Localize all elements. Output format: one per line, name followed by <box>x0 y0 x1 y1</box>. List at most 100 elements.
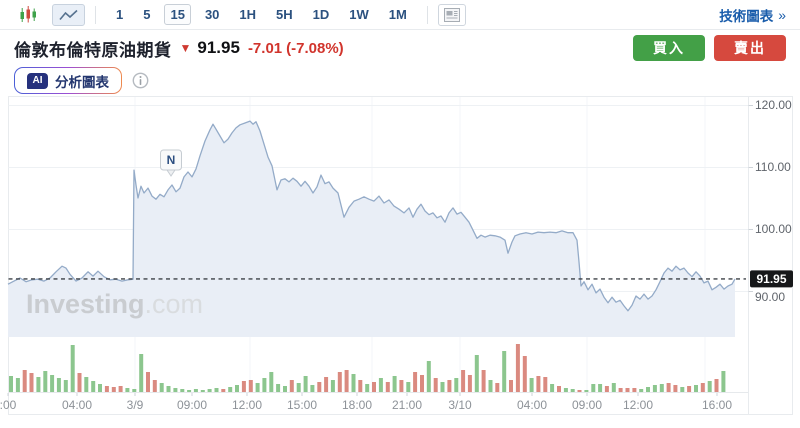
toolbar-divider <box>426 5 428 24</box>
volume-bar <box>104 386 109 392</box>
line-chart-button[interactable] <box>52 3 85 26</box>
timeframe-5[interactable]: 5 <box>137 4 156 25</box>
volume-bar <box>509 380 513 392</box>
volume-bar <box>22 370 27 392</box>
volume-bar <box>276 384 281 392</box>
volume-bar <box>269 372 274 392</box>
volume-bar <box>63 380 68 392</box>
volume-bar <box>604 386 609 392</box>
volume-bar <box>474 355 479 392</box>
volume-bar <box>721 371 726 392</box>
instrument-header: 倫敦布倫特原油期貨 ▼ 91.95 -7.01 (-7.08%) 買入 賣出 <box>0 31 800 65</box>
news-marker[interactable] <box>160 149 182 171</box>
volume-bar <box>577 390 582 392</box>
volume-bar <box>235 385 239 392</box>
volume-bar <box>433 378 438 392</box>
volume-bar <box>447 380 452 392</box>
news-panel-button[interactable] <box>437 3 466 26</box>
technical-chart-label: 技術圖表 <box>719 8 774 24</box>
volume-bar <box>659 384 664 392</box>
volume-bar <box>639 389 644 392</box>
volume-bar <box>632 388 637 392</box>
buy-button[interactable]: 買入 <box>633 35 705 61</box>
volume-bar <box>666 383 671 392</box>
volume-bar <box>159 383 164 392</box>
ai-analyze-chart-button[interactable]: AI 分析圖表 <box>14 67 122 94</box>
volume-bar <box>221 389 226 392</box>
last-price: 91.95 <box>197 38 240 57</box>
volume-bar <box>43 371 48 392</box>
volume-bar <box>111 387 116 392</box>
price-change-percent: (-7.08%) <box>286 39 344 57</box>
x-axis-label: 09:00 <box>177 398 207 412</box>
volume-bar <box>173 388 178 392</box>
news-icon <box>443 7 460 22</box>
x-axis-label: 04:00 <box>517 398 547 412</box>
timeframe-5h[interactable]: 5H <box>270 4 299 25</box>
volume-bar <box>296 383 301 392</box>
volume-bar <box>488 380 493 392</box>
volume-bar <box>426 361 431 392</box>
volume-bar <box>324 377 329 392</box>
timeframe-1[interactable]: 1 <box>110 4 129 25</box>
volume-bar <box>522 356 527 392</box>
volume-bar <box>563 388 568 392</box>
x-axis-label: 3/9 <box>127 398 144 412</box>
info-button[interactable] <box>132 72 149 89</box>
volume-bar <box>550 384 555 392</box>
volume-bar <box>214 388 219 392</box>
volume-bar <box>289 380 294 392</box>
timeframe-1m[interactable]: 1M <box>383 4 413 25</box>
volume-bar <box>481 370 486 392</box>
volume-bar <box>358 380 363 392</box>
volume-bar <box>187 390 192 392</box>
volume-bar <box>611 383 616 392</box>
timeframe-1w[interactable]: 1W <box>343 4 375 25</box>
chart-toolbar: 1 5 15 30 1H 5H 1D 1W 1M 技術圖表 » <box>0 0 800 30</box>
volume-bar <box>84 377 89 392</box>
volume-bar <box>413 372 418 392</box>
chevron-right-icon: » <box>778 6 786 23</box>
volume-bar <box>98 384 102 392</box>
volume-bar <box>515 344 520 392</box>
timeframe-30[interactable]: 30 <box>199 4 225 25</box>
volume-bar <box>118 386 123 392</box>
volume-bar <box>29 373 34 392</box>
volume-bar <box>495 383 500 392</box>
x-axis-label: 04:00 <box>62 398 92 412</box>
volume-bar <box>570 389 575 392</box>
instrument-name: 倫敦布倫特原油期貨 <box>14 40 172 60</box>
volume-bar <box>406 382 411 392</box>
timeframe-15[interactable]: 15 <box>164 4 191 25</box>
ai-analyze-label: 分析圖表 <box>55 74 109 90</box>
volume-bar <box>378 378 383 392</box>
y-axis-label: 90.00 <box>755 290 785 304</box>
volume-bar <box>317 382 322 392</box>
volume-bar <box>618 388 623 392</box>
chart-panel-border <box>8 96 793 415</box>
x-axis-label: 16:00 <box>702 398 732 412</box>
volume-bar <box>15 378 20 392</box>
x-axis-label: 3/10 <box>448 398 472 412</box>
volume-bar <box>91 381 96 392</box>
timeframe-1h[interactable]: 1H <box>233 4 262 25</box>
volume-bar <box>50 375 55 392</box>
volume-bar <box>132 389 137 392</box>
volume-bar <box>56 378 61 392</box>
technical-chart-link[interactable]: 技術圖表 » <box>719 5 786 25</box>
candlestick-chart-button[interactable] <box>14 2 42 27</box>
volume-bar <box>467 375 472 392</box>
volume-bar <box>70 345 75 392</box>
sell-button[interactable]: 賣出 <box>714 35 786 61</box>
volume-bar <box>440 382 445 392</box>
volume-bar <box>139 354 144 392</box>
volume-bar <box>584 390 589 392</box>
timeframe-1d[interactable]: 1D <box>307 4 336 25</box>
volume-bar <box>228 387 233 392</box>
volume-bar <box>536 376 541 392</box>
volume-bar <box>255 383 260 392</box>
volume-bar <box>652 385 657 392</box>
y-axis-label: 100.00 <box>755 222 792 236</box>
volume-bar <box>529 378 534 392</box>
